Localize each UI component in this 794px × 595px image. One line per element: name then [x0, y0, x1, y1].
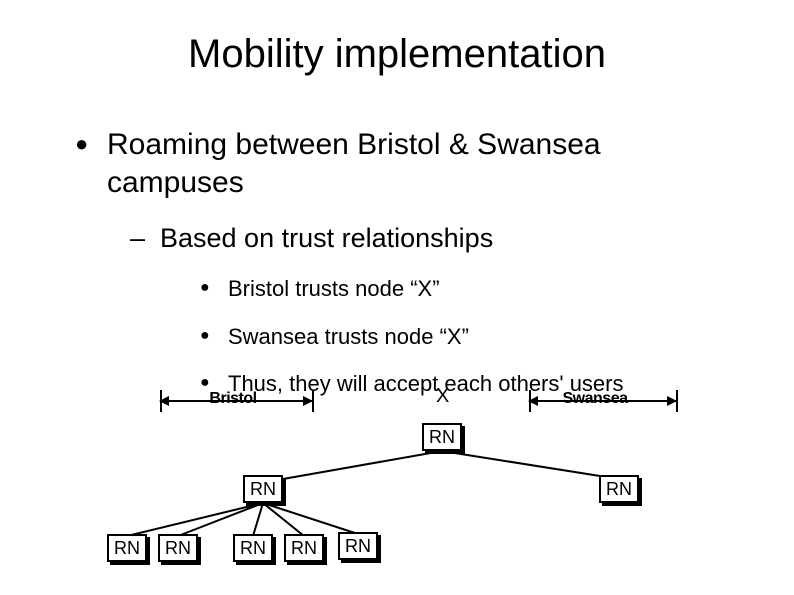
- bullet-lvl3-a: ● Bristol trusts node “X”: [200, 274, 715, 304]
- rn-node-top: RN: [422, 423, 462, 451]
- bullet-lvl3-b: ● Swansea trusts node “X”: [200, 322, 715, 352]
- rn-node-mid-left: RN: [243, 475, 283, 503]
- rn-node-bottom-3: RN: [284, 534, 324, 562]
- slide-body: ● Roaming between Bristol & Swansea camp…: [75, 120, 715, 399]
- bullet-lvl1-text: Roaming between Bristol & Swansea campus…: [107, 126, 715, 201]
- disc-bullet-icon: ●: [200, 274, 228, 304]
- rn-node-bottom-0: RN: [107, 534, 147, 562]
- dash-bullet-icon: –: [130, 221, 160, 256]
- edge-1: [442, 451, 619, 479]
- rn-node-mid-right: RN: [599, 475, 639, 503]
- rn-shadow-mid-left: [246, 478, 286, 506]
- disc-bullet-icon: ●: [200, 369, 228, 399]
- edge-4: [253, 503, 263, 536]
- rn-shadow-bottom-0: [110, 537, 150, 565]
- bullet-lvl2: – Based on trust relationships: [130, 221, 715, 256]
- rn-shadow-mid-right: [602, 478, 642, 506]
- rn-node-bottom-1: RN: [158, 534, 198, 562]
- right-arrow: [529, 400, 676, 402]
- disc-bullet-icon: ●: [75, 126, 107, 201]
- slide-title: Mobility implementation: [0, 32, 794, 77]
- left-arrow: [160, 400, 312, 402]
- bullet-lvl3b-text: Swansea trusts node “X”: [228, 322, 469, 352]
- rn-shadow-bottom-3: [287, 537, 327, 565]
- rn-shadow-top: [425, 426, 465, 454]
- bullet-lvl3-c: ● Thus, they will accept each others' us…: [200, 369, 715, 399]
- edge-0: [283, 451, 442, 479]
- bullet-lvl2-text: Based on trust relationships: [160, 221, 493, 256]
- rn-node-bottom-2: RN: [233, 534, 273, 562]
- rn-shadow-bottom-4: [341, 535, 381, 563]
- disc-bullet-icon: ●: [200, 322, 228, 352]
- edge-2: [127, 503, 263, 536]
- rn-shadow-bottom-2: [236, 537, 276, 565]
- bullet-lvl3a-text: Bristol trusts node “X”: [228, 274, 440, 304]
- rn-node-bottom-4: RN: [338, 532, 378, 560]
- edge-3: [178, 503, 263, 536]
- bullet-lvl3c-text: Thus, they will accept each others' user…: [228, 369, 624, 399]
- bullet-lvl1: ● Roaming between Bristol & Swansea camp…: [75, 126, 715, 201]
- edge-5: [263, 503, 304, 536]
- edge-6: [263, 503, 358, 534]
- rn-shadow-bottom-1: [161, 537, 201, 565]
